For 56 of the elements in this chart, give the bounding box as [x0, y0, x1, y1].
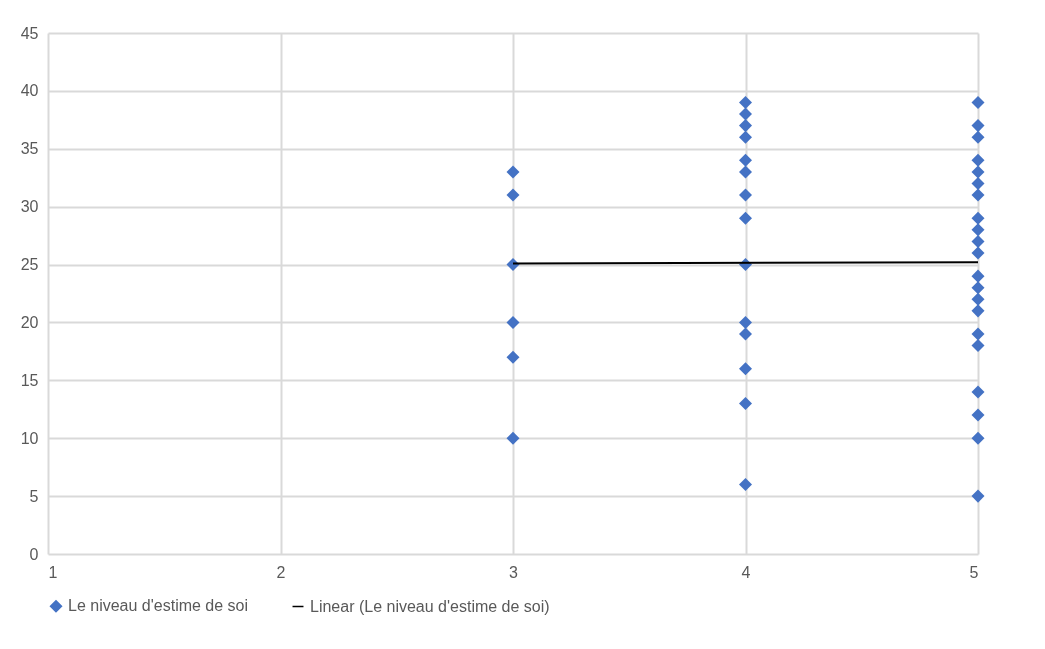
- point: [971, 223, 985, 237]
- point: [971, 304, 985, 318]
- point: [738, 153, 753, 167]
- y-tick-label: 30: [20, 198, 39, 216]
- point: [971, 153, 985, 167]
- point: [971, 327, 985, 341]
- point: [738, 396, 753, 411]
- y-tick-label: 0: [29, 545, 39, 563]
- point: [971, 431, 985, 445]
- point: [738, 95, 753, 109]
- point: [738, 188, 753, 202]
- point: [971, 269, 985, 283]
- point: [971, 165, 985, 179]
- point: [738, 327, 753, 341]
- y-tick-label: 25: [20, 256, 39, 274]
- point: [506, 315, 520, 329]
- point: [738, 315, 753, 329]
- point: [738, 119, 753, 133]
- x-tick-label: 2: [276, 563, 286, 581]
- y-tick-label: 20: [20, 313, 39, 331]
- point: [971, 130, 985, 144]
- x-tick-label: 1: [48, 563, 58, 581]
- legend-label: Le niveau d'estime de soi: [68, 597, 249, 615]
- point: [971, 176, 985, 191]
- point: [971, 211, 985, 225]
- point: [738, 165, 753, 179]
- y-tick-label: 15: [20, 371, 39, 389]
- point: [738, 211, 753, 225]
- y-tick-label: 5: [29, 487, 39, 505]
- point: [738, 362, 753, 376]
- point: [738, 107, 753, 121]
- point: [971, 292, 985, 306]
- point: [738, 478, 753, 492]
- y-tick-label: 35: [20, 140, 39, 158]
- point: [506, 431, 520, 445]
- point: [971, 246, 985, 260]
- point: [971, 188, 985, 202]
- x-tick-label: 4: [741, 563, 751, 581]
- point: [971, 281, 985, 295]
- point: [971, 119, 985, 133]
- point: [971, 234, 985, 248]
- point: [506, 188, 520, 202]
- legend-label: Linear (Le niveau d'estime de soi): [310, 597, 550, 615]
- point: [971, 95, 985, 109]
- point: [506, 165, 520, 179]
- point: [971, 385, 985, 399]
- point: [738, 130, 753, 144]
- point: [971, 489, 985, 503]
- y-tick-label: 10: [20, 429, 39, 447]
- point: [971, 339, 985, 353]
- x-tick-label: 5: [969, 563, 979, 581]
- y-tick-label: 45: [20, 24, 39, 42]
- y-tick-label: 40: [20, 82, 39, 100]
- x-tick-label: 3: [509, 563, 519, 581]
- point: [506, 350, 520, 364]
- point: [971, 408, 985, 422]
